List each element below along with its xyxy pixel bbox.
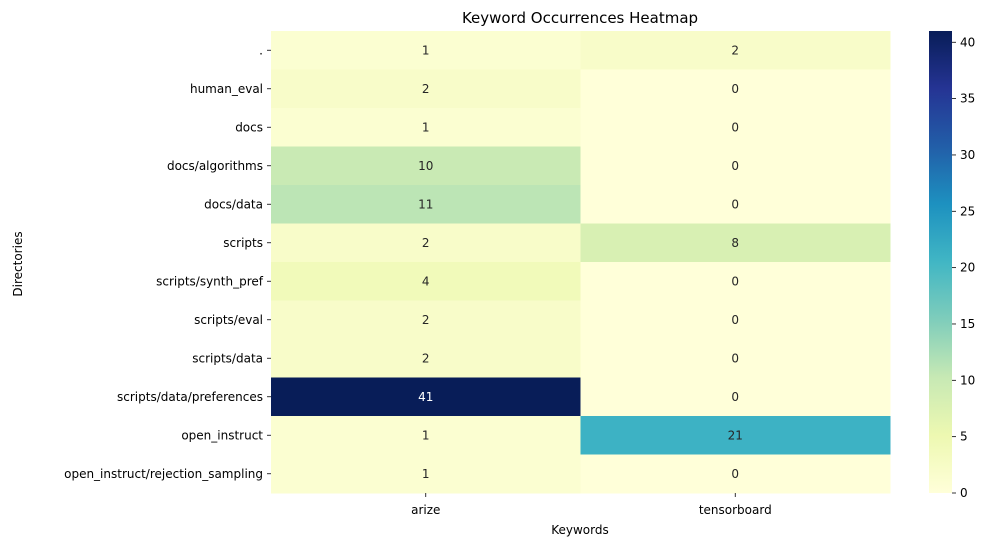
cell-value-label: 1 — [422, 43, 430, 57]
cell-value-label: 0 — [731, 197, 739, 211]
colorbar-tick-label: 25 — [960, 204, 975, 218]
x-axis-label: Keywords — [551, 523, 609, 537]
colorbar-gradient — [929, 31, 952, 493]
heatmap-cell — [271, 108, 581, 147]
colorbar-tick-label: 5 — [960, 430, 968, 444]
cell-value-label: 0 — [731, 274, 739, 288]
cell-value-label: 0 — [731, 351, 739, 365]
cell-value-label: 0 — [731, 313, 739, 327]
heatmap-cell — [271, 377, 581, 417]
y-tick-label: docs/algorithms — [167, 159, 263, 173]
y-tick-label: scripts/data/preferences — [117, 390, 263, 404]
y-tick-label: human_eval — [190, 82, 263, 96]
x-axis: arize tensorboard — [411, 493, 772, 517]
heatmap-cell — [271, 416, 581, 455]
y-axis-label: Directories — [11, 231, 25, 296]
x-tick-label: tensorboard — [699, 503, 772, 517]
heatmap-cell — [271, 454, 581, 494]
heatmap-cells — [271, 31, 891, 494]
cell-value-label: 0 — [731, 390, 739, 404]
heatmap-cell — [580, 339, 891, 378]
cell-value-label: 0 — [731, 120, 739, 134]
colorbar-tick-label: 20 — [960, 261, 975, 275]
heatmap-cell — [271, 146, 581, 186]
cell-value-label: 0 — [731, 159, 739, 173]
x-tick-label: arize — [411, 503, 440, 517]
heatmap-cell — [580, 108, 891, 147]
heatmap-cell — [580, 454, 891, 494]
heatmap-cell — [580, 262, 891, 301]
heatmap-cell — [271, 223, 581, 263]
cell-value-label: 0 — [731, 467, 739, 481]
y-tick-label: scripts/synth_pref — [156, 274, 264, 288]
cell-value-label: 2 — [422, 236, 430, 250]
cell-value-label: 2 — [422, 82, 430, 96]
y-tick-label: scripts — [223, 236, 263, 250]
colorbar-tick-label: 0 — [960, 486, 968, 500]
cell-value-label: 1 — [422, 428, 430, 442]
heatmap-cell — [580, 185, 891, 224]
heatmap-cell — [271, 262, 581, 301]
cell-value-label: 1 — [422, 467, 430, 481]
colorbar: 0 5 10 15 20 25 30 35 40 — [929, 31, 975, 500]
y-tick-label: scripts/eval — [194, 313, 263, 327]
cell-value-label: 2 — [731, 43, 739, 57]
heatmap-cell — [580, 69, 891, 109]
y-tick-label: scripts/data — [192, 351, 263, 365]
y-tick-label: docs — [235, 120, 263, 134]
cell-value-label: 4 — [422, 274, 430, 288]
colorbar-tick-label: 40 — [960, 35, 975, 49]
colorbar-tick-label: 15 — [960, 317, 975, 331]
cell-value-label: 2 — [422, 313, 430, 327]
cell-value-label: 8 — [731, 236, 739, 250]
heatmap-cell — [580, 416, 891, 455]
heatmap-cell — [271, 185, 581, 224]
y-tick-label: open_instruct — [181, 428, 263, 442]
cell-value-label: 41 — [418, 390, 433, 404]
heatmap-cell — [580, 223, 891, 263]
y-tick-label: . — [259, 43, 263, 57]
cell-value-label: 10 — [418, 159, 433, 173]
cell-value-label: 1 — [422, 120, 430, 134]
y-tick-label: docs/data — [204, 197, 263, 211]
heatmap-cell — [271, 31, 581, 70]
colorbar-tick-label: 35 — [960, 92, 975, 106]
heatmap-cell — [580, 300, 891, 340]
heatmap-cell — [271, 69, 581, 109]
heatmap-cell — [580, 146, 891, 186]
colorbar-tick-label: 10 — [960, 373, 975, 387]
heatmap-cell — [580, 31, 891, 70]
cell-value-label: 11 — [418, 197, 433, 211]
y-tick-label: open_instruct/rejection_sampling — [64, 467, 263, 481]
heatmap-cell — [271, 300, 581, 340]
heatmap-cell — [580, 377, 891, 417]
chart-title: Keyword Occurrences Heatmap — [462, 9, 698, 27]
heatmap-cell — [271, 339, 581, 378]
cell-value-label: 2 — [422, 351, 430, 365]
cell-value-label: 0 — [731, 82, 739, 96]
colorbar-tick-label: 30 — [960, 148, 975, 162]
heatmap-cell-labels: 1 22 01 010 011 02 84 02 02 041 01 211 0 — [418, 43, 743, 481]
cell-value-label: 21 — [728, 428, 743, 442]
